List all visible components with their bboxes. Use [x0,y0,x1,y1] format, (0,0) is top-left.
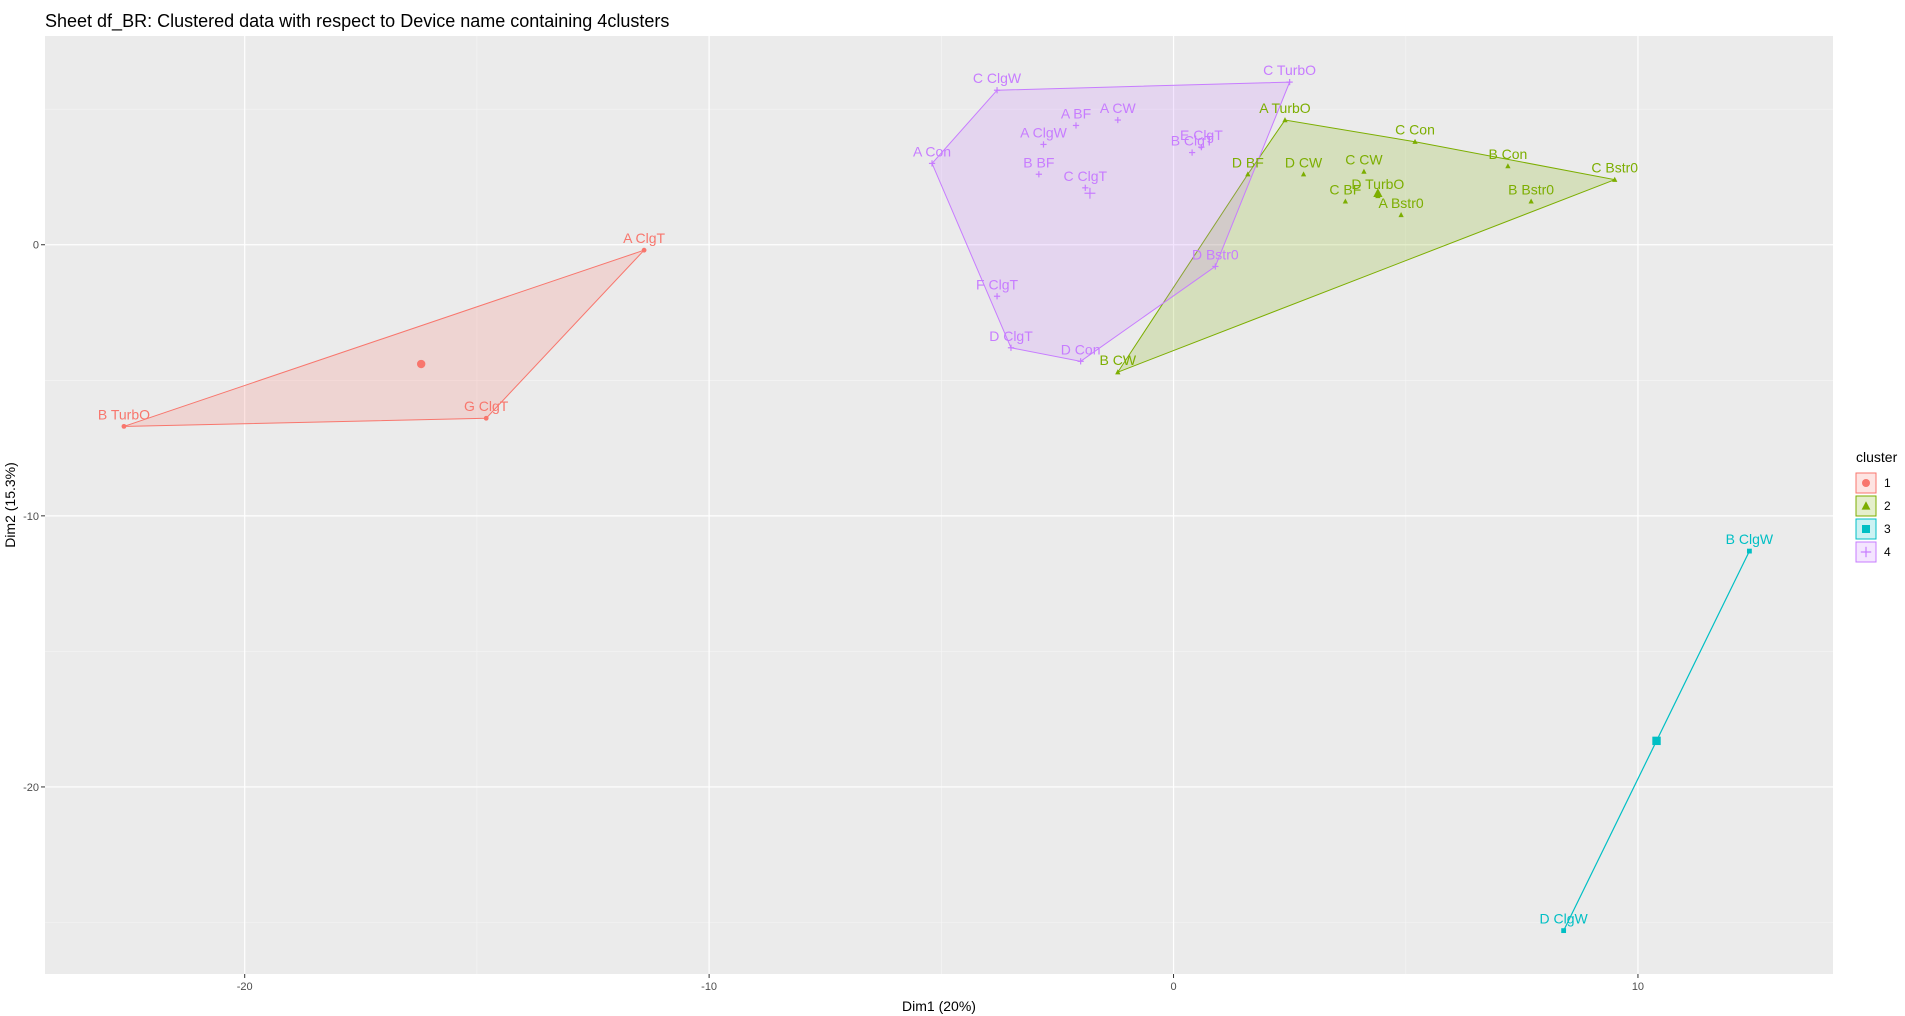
point-label: G ClgT [464,398,509,414]
data-point [1077,358,1084,365]
point-label: E ClgT [1180,127,1223,143]
legend-label-4: 4 [1884,545,1891,559]
cluster-hull-2 [1116,119,1617,374]
x-axis-title: Dim1 (20%) [902,998,976,1014]
point-label: A ClgT [623,230,665,246]
point-label: B ClgT [1171,133,1214,149]
point-label: B ClgW [1726,531,1774,547]
data-point [121,423,127,429]
data-point [1561,928,1567,934]
point-label: B CW [1100,352,1137,368]
data-point [1747,548,1752,554]
point-label: C CW [1345,152,1383,168]
point-label: C Bstr0 [1591,160,1638,176]
data-point [993,293,1001,300]
point-label: C ClgW [973,70,1022,86]
plot-panel [45,36,1833,974]
point-label: B TurbO [98,406,150,422]
point-label: C Con [1395,122,1435,138]
point-label: D CW [1285,154,1323,170]
grid-lines [45,36,1833,974]
legend-symbol-4 [1860,546,1872,558]
point-label: A TurbO [1259,100,1310,116]
point-label: A Con [913,143,951,159]
data-point [1114,116,1121,124]
data-point [1342,198,1349,204]
cluster-center-2 [1373,188,1383,198]
data-point [483,415,489,421]
point-label: D BF [1232,154,1264,170]
x-tick-label: 10 [1632,981,1644,993]
data-point [928,160,936,167]
point-label: D ClgT [989,328,1033,344]
data-point [1212,263,1219,270]
point-label: B BF [1023,154,1054,170]
x-tick-label: -10 [701,981,717,993]
point-label: A BF [1061,105,1091,121]
point-label: F ClgT [976,276,1018,292]
cluster-center-4 [1084,187,1096,199]
point-label: D ClgW [1540,911,1589,927]
chart-title: Sheet df_BR: Clustered data with respect… [45,11,669,32]
legend-label-3: 3 [1884,522,1891,536]
point-label: B Con [1488,146,1527,162]
data-point [1188,149,1196,156]
point-label: D Bstr0 [1192,246,1239,262]
cluster-hulls [123,81,1750,931]
data-point [1082,184,1089,191]
data-point [1040,141,1047,148]
legend-label-1: 1 [1884,476,1891,490]
data-point [1361,168,1367,174]
data-point [1505,163,1511,169]
data-point [1198,144,1205,151]
legend-symbol-2 [1861,501,1871,510]
data-point [1612,176,1618,182]
axis-ticks: -20 -10 0 10 0 -10 -20 [23,240,1644,993]
data-point [1286,78,1293,86]
data-point [1007,344,1015,351]
legend-title: cluster [1856,449,1898,465]
data-point [1035,171,1042,178]
x-tick-label: -20 [237,981,253,993]
legend: cluster 1 2 3 4 [1855,449,1898,563]
point-label: C TurbO [1263,62,1316,78]
point-label: C BF [1329,181,1361,197]
point-label: C ClgT [1064,168,1108,184]
data-point [1282,117,1288,123]
y-axis-title: Dim2 (15.3%) [2,462,18,548]
data-point [1072,122,1080,129]
cluster-center-1 [416,359,426,369]
x-tick-label: 0 [1170,981,1176,993]
point-label: D TurbO [1351,176,1404,192]
data-point [641,247,647,253]
data-point [1245,171,1251,177]
legend-symbol-3 [1862,525,1870,533]
data-point [1398,212,1404,218]
y-tick-label: 0 [33,240,39,252]
data-point [1115,369,1121,375]
cluster-center-3 [1652,736,1661,746]
point-labels: A ClgT B TurbO G ClgT A TurbO C Con B Con C Bs… [98,62,1774,927]
y-tick-label: -10 [23,511,39,523]
data-points [121,78,1752,934]
data-point [993,87,1001,94]
data-point [1528,198,1534,204]
cluster-hull-1 [123,249,645,427]
data-point [1412,138,1418,144]
legend-symbol-1 [1862,479,1870,487]
point-label: B Bstr0 [1508,181,1554,197]
point-label: A CW [1100,100,1137,116]
data-point [1300,171,1307,177]
point-label: A Bstr0 [1379,195,1424,211]
point-label: D Con [1061,341,1101,357]
y-tick-label: -20 [23,782,39,794]
point-label: A ClgW [1020,124,1067,140]
legend-label-2: 2 [1884,499,1891,513]
